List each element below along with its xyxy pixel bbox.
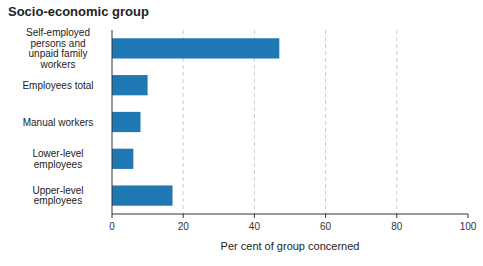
category-label-line: Manual workers [23,117,94,128]
tick-mark [396,214,397,218]
x-axis-line [112,214,468,215]
category-label-line: persons and [30,38,85,49]
category-label-line: employees [34,195,82,206]
category-label: Manual workers [23,117,94,128]
category-label: Upper-levelemployees [32,185,83,207]
category-label-line: employees [34,159,82,170]
x-axis-label: Per cent of group concerned [221,240,360,252]
bar [112,75,148,95]
category-label-line: Self-employed [26,27,90,38]
category-label-line: Lower-level [32,148,83,159]
bar [112,38,279,58]
tick-label: 20 [178,221,190,232]
grid-line [396,30,397,214]
category-label: Employees total [22,80,93,91]
grid-line [325,30,326,214]
category-label-line: unpaid family [29,48,88,59]
tick-mark [183,214,184,218]
x-ticks: 0 20 40 60 80 100 [109,214,477,232]
tick-label: 60 [320,221,332,232]
tick-label: 80 [391,221,403,232]
title: Socio-economic group [8,4,149,19]
tick-label: 100 [460,221,477,232]
chart-container: Socio-economic group 0 20 40 60 80 100 Per cent… [0,0,483,266]
category-label: Self-employedpersons andunpaid familywor… [26,27,90,70]
tick-label: 40 [249,221,261,232]
bar [112,112,140,132]
bar [112,149,133,169]
tick-mark [325,214,326,218]
bar [112,185,173,205]
chart-svg: Socio-economic group 0 20 40 60 80 100 Per cent… [0,0,483,266]
y-axis-line [112,30,113,214]
bars [112,38,279,205]
category-label-line: Employees total [22,80,93,91]
tick-mark [254,214,255,218]
tick-mark [112,214,113,218]
tick-mark [468,214,469,218]
category-label: Lower-levelemployees [32,148,83,170]
category-label-line: workers [39,59,75,70]
category-label-line: Upper-level [32,185,83,196]
tick-label: 0 [109,221,115,232]
y-ticks: Upper-levelemployeesLower-levelemployees… [22,27,93,206]
